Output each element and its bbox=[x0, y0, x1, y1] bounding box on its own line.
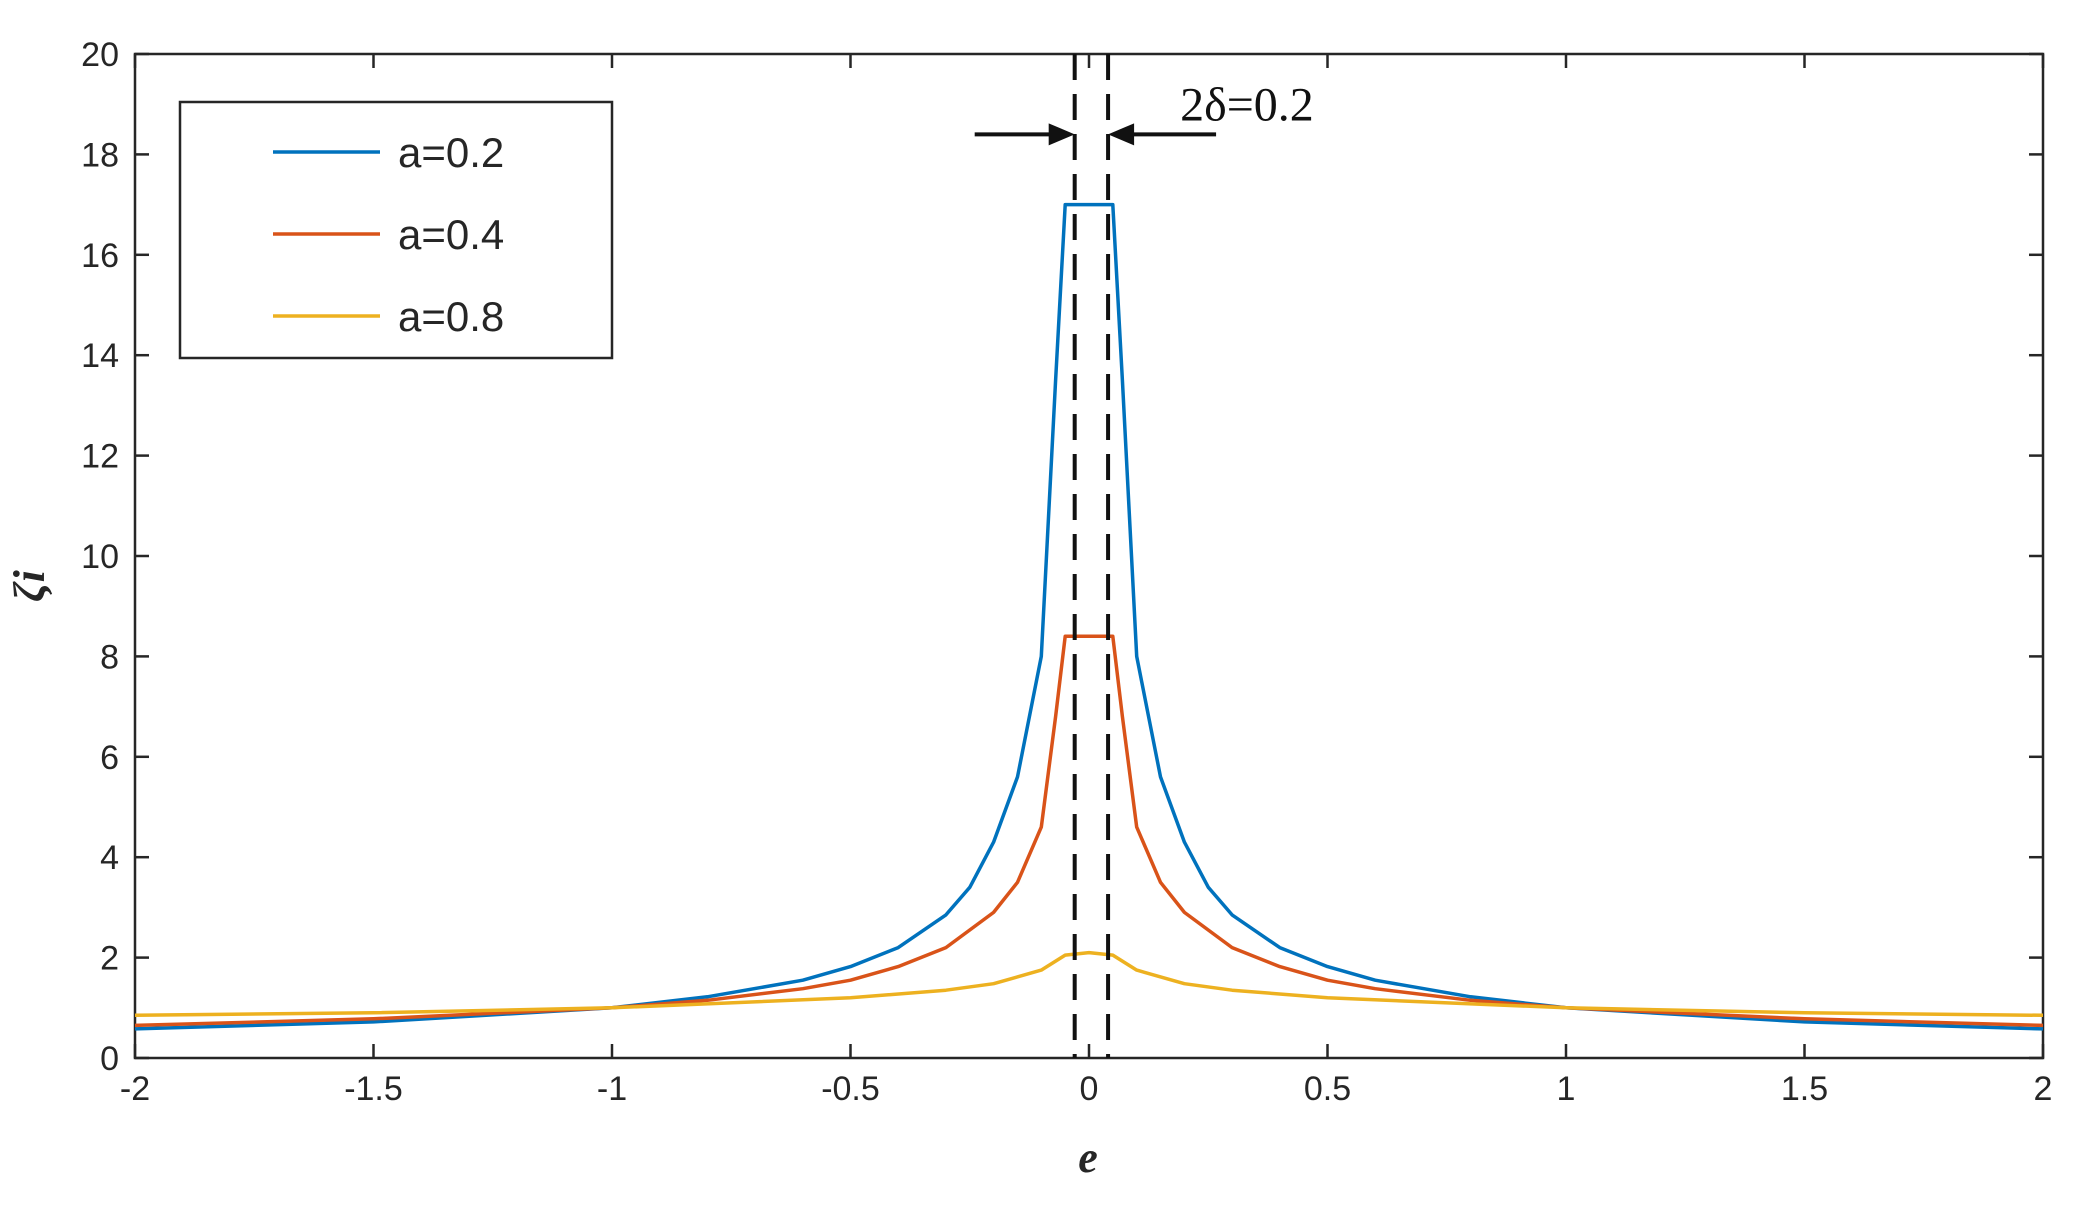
x-tick-label: -1.5 bbox=[344, 1070, 403, 1108]
y-tick-label: 8 bbox=[100, 638, 119, 676]
x-tick-label: -1 bbox=[597, 1070, 627, 1108]
delta-annotation-label: 2δ=0.2 bbox=[1180, 78, 1314, 131]
x-tick-label: -2 bbox=[120, 1070, 150, 1108]
y-tick-label: 0 bbox=[100, 1040, 119, 1078]
legend-label: a=0.4 bbox=[398, 211, 504, 258]
plot-area-frame bbox=[133, 52, 2045, 1060]
left-pointing-arrowhead bbox=[1108, 123, 1135, 146]
right-pointing-arrowhead bbox=[1048, 123, 1075, 146]
x-tick-label: 0.5 bbox=[1304, 1070, 1351, 1108]
x-tick-label: 0 bbox=[1080, 1070, 1099, 1108]
series-line-a=0.8 bbox=[134, 950, 2044, 1018]
legend-label: a=0.8 bbox=[398, 293, 504, 340]
x-tick-label: 1.5 bbox=[1781, 1070, 1828, 1108]
y-tick-label: 10 bbox=[81, 538, 119, 576]
series-line-a=0.4 bbox=[134, 634, 2044, 1028]
y-tick-label: 12 bbox=[81, 438, 119, 476]
y-tick-label: 16 bbox=[81, 237, 119, 275]
y-axis-label: ζi bbox=[5, 569, 54, 601]
y-tick-label: 2 bbox=[100, 940, 119, 978]
y-tick-label: 20 bbox=[81, 36, 119, 74]
y-tick-label: 6 bbox=[100, 739, 119, 777]
y-tick-label: 18 bbox=[81, 136, 119, 174]
x-tick-label: 2 bbox=[2034, 1070, 2053, 1108]
legend-box bbox=[178, 100, 614, 360]
x-axis-label: e bbox=[1078, 1133, 1098, 1182]
y-tick-label: 4 bbox=[100, 839, 119, 877]
legend-label: a=0.2 bbox=[398, 129, 504, 176]
series-line-a=0.2 bbox=[134, 202, 2044, 1031]
y-tick-label: 14 bbox=[81, 337, 119, 375]
x-tick-label: -0.5 bbox=[821, 1070, 880, 1108]
x-tick-label: 1 bbox=[1557, 1070, 1576, 1108]
